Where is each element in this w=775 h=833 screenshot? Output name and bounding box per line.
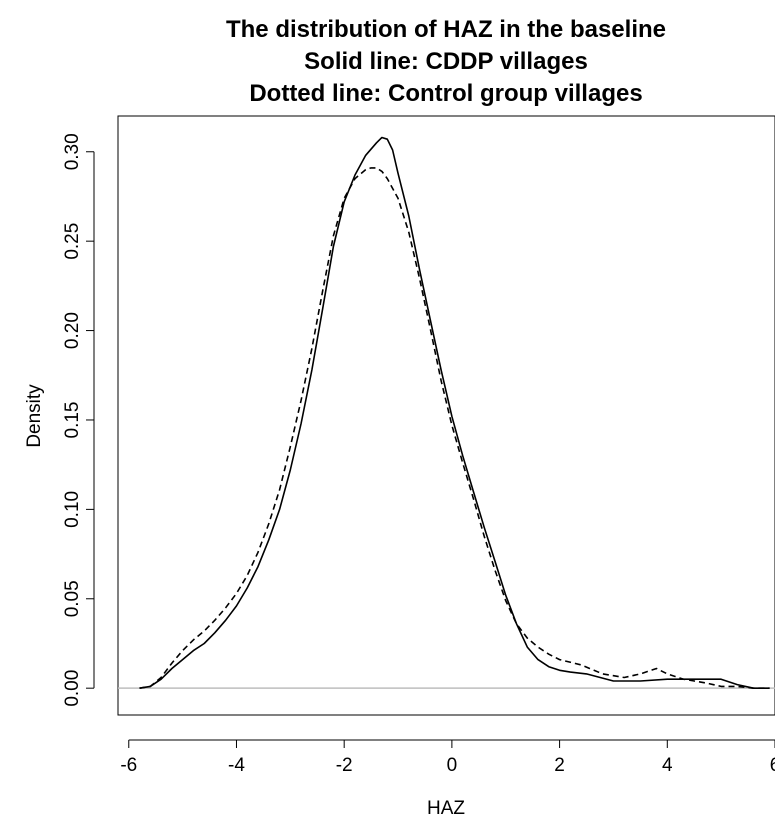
y-tick-label: 0.25	[62, 223, 83, 260]
x-axis: -6 -4 -2 0 2 4 6	[120, 739, 775, 776]
x-tick-label: -6	[120, 755, 137, 776]
title-line-2: Solid line: CDDP villages	[304, 48, 588, 75]
y-axis: 0.00 0.05 0.10 0.15 0.20 0.25 0.30	[62, 133, 95, 707]
title-line-1: The distribution of HAZ in the baseline	[226, 16, 666, 43]
x-tick-label: 2	[554, 755, 565, 776]
chart-title: The distribution of HAZ in the baseline …	[226, 16, 666, 107]
x-tick-label: 4	[662, 755, 673, 776]
series-line-cddp	[139, 136, 770, 690]
series-layer	[139, 136, 770, 690]
series-line-control	[139, 167, 770, 690]
y-tick-label: 0.30	[62, 133, 83, 170]
y-tick-label: 0.15	[62, 402, 83, 439]
x-tick-label: -4	[228, 755, 245, 776]
y-tick-label: 0.10	[62, 491, 83, 528]
y-tick-label: 0.20	[62, 312, 83, 349]
x-axis-label: HAZ	[427, 798, 465, 819]
y-tick-label: 0.05	[62, 580, 83, 617]
x-tick-label: 0	[447, 755, 458, 776]
y-axis-label: Density	[24, 384, 45, 448]
x-tick-label: -2	[336, 755, 353, 776]
title-line-3: Dotted line: Control group villages	[249, 80, 642, 107]
x-tick-label: 6	[770, 755, 775, 776]
y-tick-label: 0.00	[62, 670, 83, 707]
plot-frame	[117, 115, 775, 716]
